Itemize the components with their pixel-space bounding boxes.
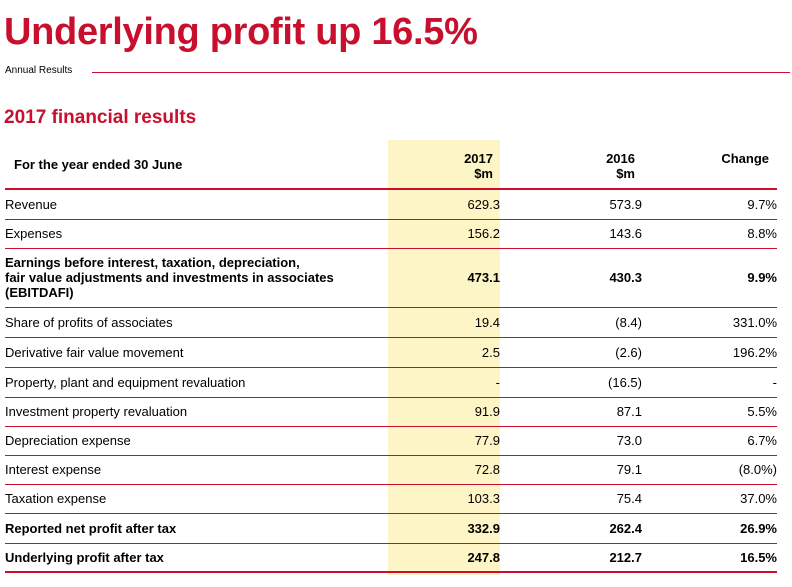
value-2016: 79.1 <box>616 462 642 477</box>
row-label: Share of profits of associates <box>5 314 173 330</box>
value-change: 5.5% <box>747 404 777 419</box>
value-2017: 2.5 <box>481 344 500 360</box>
header-period-label: For the year ended 30 June <box>14 156 183 172</box>
value-2017: 19.4 <box>474 314 500 330</box>
row-label: Property, plant and equipment revaluatio… <box>5 374 246 390</box>
header-2016-unit: $m <box>616 166 635 181</box>
header-2016-year: 2016 <box>606 151 635 166</box>
table-row: Interest expense 72.8 79.1 (8.0%) <box>5 455 777 484</box>
row-label: Earnings before interest, taxation, depr… <box>5 248 388 307</box>
value-2016: (8.4) <box>615 314 642 330</box>
row-label-line: fair value adjustments and investments i… <box>5 270 334 285</box>
table-row-ebitdafi: Earnings before interest, taxation, depr… <box>5 248 777 307</box>
table-row: Expenses 156.2 143.6 8.8% <box>5 219 777 248</box>
value-change: 8.8% <box>747 226 777 241</box>
value-change: 196.2% <box>732 344 777 360</box>
value-change: 26.9% <box>740 520 777 536</box>
value-2017: 332.9 <box>467 520 500 536</box>
value-2017: 91.9 <box>474 404 500 419</box>
table-row: Property, plant and equipment revaluatio… <box>5 367 777 397</box>
value-2017: - <box>495 374 500 390</box>
value-change: 16.5% <box>740 549 777 565</box>
row-label: Underlying profit after tax <box>5 549 164 565</box>
value-2016: (16.5) <box>608 374 642 390</box>
row-label: Taxation expense <box>5 491 107 506</box>
value-2017: 77.9 <box>474 433 500 448</box>
row-label: Revenue <box>5 196 58 212</box>
value-2016: 75.4 <box>616 491 642 506</box>
value-change: 37.0% <box>740 491 777 506</box>
financial-results-table: For the year ended 30 June 2017 $m 2016 … <box>5 140 777 573</box>
value-2017: 156.2 <box>467 226 500 241</box>
value-change: (8.0%) <box>738 462 777 477</box>
value-2016: 73.0 <box>616 433 642 448</box>
table-row-underlying-profit: Underlying profit after tax 247.8 212.7 … <box>5 543 777 572</box>
table-row: Taxation expense 103.3 75.4 37.0% <box>5 484 777 513</box>
header-change: Change <box>721 151 769 166</box>
row-label-line: (EBITDAFI) <box>5 285 74 300</box>
value-2016: 573.9 <box>609 196 642 212</box>
value-2016: (2.6) <box>615 344 642 360</box>
row-label: Investment property revaluation <box>5 404 188 419</box>
header-2017-year: 2017 <box>464 151 493 166</box>
value-change: 6.7% <box>747 433 777 448</box>
table-row: Depreciation expense 77.9 73.0 6.7% <box>5 426 777 455</box>
value-2017: 473.1 <box>467 270 500 285</box>
value-2017: 629.3 <box>467 196 500 212</box>
row-label-line: Earnings before interest, taxation, depr… <box>5 255 300 270</box>
subtitle: Annual Results <box>5 65 73 76</box>
header-2017-unit: $m <box>474 166 493 181</box>
value-2016: 430.3 <box>609 270 642 285</box>
subtitle-row: Annual Results <box>5 64 790 78</box>
value-2016: 143.6 <box>609 226 642 241</box>
row-label: Reported net profit after tax <box>5 520 177 536</box>
section-title: 2017 financial results <box>4 107 197 128</box>
header-2016: 2016 $m <box>500 140 642 189</box>
row-label: Depreciation expense <box>5 433 131 448</box>
row-label: Derivative fair value movement <box>5 344 184 360</box>
highlight-column-2017 <box>388 140 500 575</box>
table-row: Derivative fair value movement 2.5 (2.6)… <box>5 337 777 367</box>
value-2017: 72.8 <box>474 462 500 477</box>
value-change: 331.0% <box>732 314 777 330</box>
subtitle-divider <box>92 72 790 73</box>
value-2017: 103.3 <box>467 491 500 506</box>
value-2016: 262.4 <box>609 520 642 536</box>
page-title: Underlying profit up 16.5% <box>4 11 478 53</box>
value-2017: 247.8 <box>467 549 500 565</box>
row-label: Expenses <box>5 226 63 241</box>
table-header-row: For the year ended 30 June 2017 $m 2016 … <box>5 140 777 189</box>
table-row: Revenue 629.3 573.9 9.7% <box>5 189 777 219</box>
value-2016: 212.7 <box>609 549 642 565</box>
table-row: Share of profits of associates 19.4 (8.4… <box>5 307 777 337</box>
table-row-reported-profit: Reported net profit after tax 332.9 262.… <box>5 513 777 543</box>
value-change: 9.7% <box>747 196 777 212</box>
header-2017: 2017 $m <box>388 140 500 189</box>
value-2016: 87.1 <box>616 404 642 419</box>
table-row: Investment property revaluation 91.9 87.… <box>5 397 777 426</box>
value-change: - <box>772 374 777 390</box>
row-label: Interest expense <box>5 462 102 477</box>
value-change: 9.9% <box>747 270 777 285</box>
